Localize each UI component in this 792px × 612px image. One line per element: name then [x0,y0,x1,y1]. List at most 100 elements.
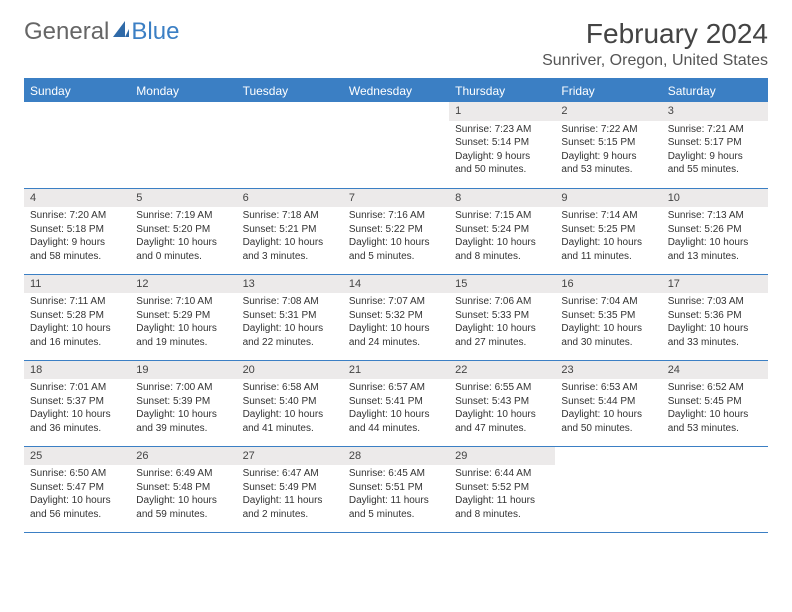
calendar-cell [662,446,768,532]
day-body: Sunrise: 6:52 AMSunset: 5:45 PMDaylight:… [662,381,768,439]
weekday-header: Saturday [662,79,768,102]
day-body: Sunrise: 6:57 AMSunset: 5:41 PMDaylight:… [343,381,449,439]
calendar-cell [130,102,236,188]
calendar-cell: 28Sunrise: 6:45 AMSunset: 5:51 PMDayligh… [343,446,449,532]
calendar-cell: 4Sunrise: 7:20 AMSunset: 5:18 PMDaylight… [24,188,130,274]
logo-text-blue: Blue [131,18,179,46]
day-body: Sunrise: 7:00 AMSunset: 5:39 PMDaylight:… [130,381,236,439]
day-body: Sunrise: 6:58 AMSunset: 5:40 PMDaylight:… [237,381,343,439]
header: General Blue February 2024 Sunriver, Ore… [24,18,768,70]
sunrise-line: Sunrise: 7:22 AM [561,123,655,137]
sunrise-line: Sunrise: 6:58 AM [243,381,337,395]
daylight-line: Daylight: 9 hours and 53 minutes. [561,150,655,177]
day-number: 12 [130,275,236,294]
calendar-cell: 21Sunrise: 6:57 AMSunset: 5:41 PMDayligh… [343,360,449,446]
day-body: Sunrise: 7:18 AMSunset: 5:21 PMDaylight:… [237,209,343,267]
daylight-line: Daylight: 9 hours and 50 minutes. [455,150,549,177]
day-number: 16 [555,275,661,294]
location-text: Sunriver, Oregon, United States [542,52,768,70]
day-number: 15 [449,275,555,294]
sunset-line: Sunset: 5:31 PM [243,309,337,323]
calendar-cell [24,102,130,188]
title-block: February 2024 Sunriver, Oregon, United S… [542,18,768,70]
calendar-cell: 16Sunrise: 7:04 AMSunset: 5:35 PMDayligh… [555,274,661,360]
sunrise-line: Sunrise: 7:18 AM [243,209,337,223]
sunrise-line: Sunrise: 6:55 AM [455,381,549,395]
sunrise-line: Sunrise: 7:07 AM [349,295,443,309]
sunrise-line: Sunrise: 7:13 AM [668,209,762,223]
logo: General Blue [24,18,179,46]
day-number: 14 [343,275,449,294]
calendar-cell: 12Sunrise: 7:10 AMSunset: 5:29 PMDayligh… [130,274,236,360]
daylight-line: Daylight: 10 hours and 27 minutes. [455,322,549,349]
calendar-row: 4Sunrise: 7:20 AMSunset: 5:18 PMDaylight… [24,188,768,274]
sunrise-line: Sunrise: 7:23 AM [455,123,549,137]
daylight-line: Daylight: 10 hours and 11 minutes. [561,236,655,263]
daylight-line: Daylight: 10 hours and 44 minutes. [349,408,443,435]
day-body: Sunrise: 7:19 AMSunset: 5:20 PMDaylight:… [130,209,236,267]
day-body: Sunrise: 7:06 AMSunset: 5:33 PMDaylight:… [449,295,555,353]
sunset-line: Sunset: 5:28 PM [30,309,124,323]
sunrise-line: Sunrise: 7:20 AM [30,209,124,223]
sunset-line: Sunset: 5:24 PM [455,223,549,237]
weekday-header: Tuesday [237,79,343,102]
sunrise-line: Sunrise: 7:00 AM [136,381,230,395]
weekday-header: Monday [130,79,236,102]
sunset-line: Sunset: 5:18 PM [30,223,124,237]
sunrise-line: Sunrise: 7:08 AM [243,295,337,309]
calendar-cell: 10Sunrise: 7:13 AMSunset: 5:26 PMDayligh… [662,188,768,274]
calendar-table: SundayMondayTuesdayWednesdayThursdayFrid… [24,78,768,533]
calendar-cell: 26Sunrise: 6:49 AMSunset: 5:48 PMDayligh… [130,446,236,532]
daylight-line: Daylight: 10 hours and 30 minutes. [561,322,655,349]
sunset-line: Sunset: 5:41 PM [349,395,443,409]
sunset-line: Sunset: 5:48 PM [136,481,230,495]
calendar-cell [343,102,449,188]
weekday-header-row: SundayMondayTuesdayWednesdayThursdayFrid… [24,79,768,102]
day-body: Sunrise: 7:11 AMSunset: 5:28 PMDaylight:… [24,295,130,353]
daylight-line: Daylight: 10 hours and 19 minutes. [136,322,230,349]
daylight-line: Daylight: 10 hours and 50 minutes. [561,408,655,435]
day-body: Sunrise: 7:10 AMSunset: 5:29 PMDaylight:… [130,295,236,353]
calendar-cell: 25Sunrise: 6:50 AMSunset: 5:47 PMDayligh… [24,446,130,532]
sunrise-line: Sunrise: 7:14 AM [561,209,655,223]
sunset-line: Sunset: 5:51 PM [349,481,443,495]
sunset-line: Sunset: 5:25 PM [561,223,655,237]
daylight-line: Daylight: 10 hours and 0 minutes. [136,236,230,263]
day-body: Sunrise: 7:07 AMSunset: 5:32 PMDaylight:… [343,295,449,353]
calendar-body: 1Sunrise: 7:23 AMSunset: 5:14 PMDaylight… [24,102,768,532]
weekday-header: Wednesday [343,79,449,102]
day-body: Sunrise: 6:50 AMSunset: 5:47 PMDaylight:… [24,467,130,525]
sunrise-line: Sunrise: 6:50 AM [30,467,124,481]
sunset-line: Sunset: 5:44 PM [561,395,655,409]
sunset-line: Sunset: 5:15 PM [561,136,655,150]
sunrise-line: Sunrise: 7:10 AM [136,295,230,309]
calendar-cell: 20Sunrise: 6:58 AMSunset: 5:40 PMDayligh… [237,360,343,446]
sunset-line: Sunset: 5:47 PM [30,481,124,495]
daylight-line: Daylight: 10 hours and 39 minutes. [136,408,230,435]
sunset-line: Sunset: 5:39 PM [136,395,230,409]
calendar-cell: 17Sunrise: 7:03 AMSunset: 5:36 PMDayligh… [662,274,768,360]
sunrise-line: Sunrise: 7:15 AM [455,209,549,223]
day-number: 20 [237,361,343,380]
day-number: 11 [24,275,130,294]
sunrise-line: Sunrise: 7:21 AM [668,123,762,137]
day-body: Sunrise: 7:03 AMSunset: 5:36 PMDaylight:… [662,295,768,353]
day-number: 5 [130,189,236,208]
sunrise-line: Sunrise: 6:49 AM [136,467,230,481]
daylight-line: Daylight: 11 hours and 2 minutes. [243,494,337,521]
calendar-cell: 6Sunrise: 7:18 AMSunset: 5:21 PMDaylight… [237,188,343,274]
day-body: Sunrise: 6:47 AMSunset: 5:49 PMDaylight:… [237,467,343,525]
day-number: 7 [343,189,449,208]
sunset-line: Sunset: 5:45 PM [668,395,762,409]
daylight-line: Daylight: 10 hours and 36 minutes. [30,408,124,435]
calendar-cell: 9Sunrise: 7:14 AMSunset: 5:25 PMDaylight… [555,188,661,274]
day-number: 24 [662,361,768,380]
day-number: 28 [343,447,449,466]
calendar-cell: 27Sunrise: 6:47 AMSunset: 5:49 PMDayligh… [237,446,343,532]
weekday-header: Friday [555,79,661,102]
daylight-line: Daylight: 11 hours and 5 minutes. [349,494,443,521]
day-body: Sunrise: 6:53 AMSunset: 5:44 PMDaylight:… [555,381,661,439]
day-body: Sunrise: 6:55 AMSunset: 5:43 PMDaylight:… [449,381,555,439]
calendar-cell: 18Sunrise: 7:01 AMSunset: 5:37 PMDayligh… [24,360,130,446]
day-number: 26 [130,447,236,466]
